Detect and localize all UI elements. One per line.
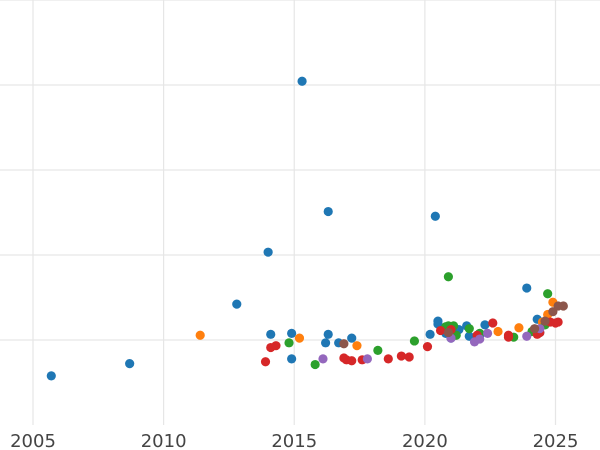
data-point-series-1 (287, 328, 297, 338)
data-point-series-1 (125, 359, 135, 369)
data-point-series-4 (271, 341, 281, 351)
data-point-series-2 (493, 326, 503, 337)
data-point-series-1 (425, 329, 435, 339)
data-point-series-3 (464, 324, 474, 334)
data-point-series-1 (287, 354, 297, 364)
data-point-series-4 (383, 354, 393, 364)
x-tick-label: 2010 (141, 431, 187, 450)
data-point-series-4 (488, 318, 498, 328)
data-point-series-6 (443, 327, 453, 338)
data-point-series-2 (195, 330, 205, 340)
data-point-series-4 (503, 330, 514, 340)
data-point-series-1 (430, 211, 440, 221)
data-point-series-1 (347, 333, 357, 343)
data-point-series-6 (339, 339, 349, 349)
data-point-series-2 (352, 341, 362, 351)
x-tick-label: 2020 (402, 431, 448, 450)
data-point-series-5 (362, 354, 372, 364)
data-point-series-1 (480, 320, 490, 330)
data-point-series-6 (530, 324, 540, 334)
data-point-series-4 (422, 342, 433, 352)
data-point-series-5 (475, 334, 485, 344)
data-point-series-1 (232, 299, 242, 309)
data-point-series-3 (409, 336, 420, 346)
data-point-series-1 (266, 329, 276, 339)
data-point-series-1 (297, 76, 307, 86)
data-point-series-2 (294, 333, 305, 343)
x-tick-label: 2025 (533, 431, 579, 450)
data-point-series-1 (46, 371, 56, 381)
data-point-series-5 (318, 354, 328, 364)
data-point-series-1 (263, 247, 273, 257)
data-point-series-3 (443, 272, 453, 282)
data-point-series-2 (514, 323, 524, 333)
grid-lines (0, 0, 600, 425)
data-point-series-5 (482, 328, 493, 338)
data-point-series-4 (260, 357, 271, 367)
data-point-series-4 (435, 325, 446, 336)
x-tick-label: 2005 (10, 431, 56, 450)
data-point-series-3 (373, 345, 383, 355)
data-points (46, 76, 568, 381)
x-axis-tick-labels: 2005 2010 2015 2020 2025 (10, 431, 578, 450)
data-point-series-4 (347, 356, 357, 366)
data-point-series-3 (310, 359, 320, 370)
data-point-series-6 (558, 301, 568, 311)
data-point-series-1 (522, 283, 532, 293)
data-point-series-3 (543, 289, 553, 299)
data-point-series-4 (550, 318, 561, 328)
data-point-series-3 (284, 338, 294, 348)
data-point-series-4 (404, 352, 414, 362)
data-point-series-4 (396, 351, 406, 361)
data-point-series-1 (433, 316, 443, 326)
x-tick-label: 2015 (271, 431, 317, 450)
data-point-series-5 (522, 331, 532, 341)
data-point-series-6 (540, 316, 550, 326)
data-point-series-1 (323, 329, 333, 339)
data-point-series-1 (323, 206, 333, 217)
data-point-series-1 (321, 338, 331, 348)
